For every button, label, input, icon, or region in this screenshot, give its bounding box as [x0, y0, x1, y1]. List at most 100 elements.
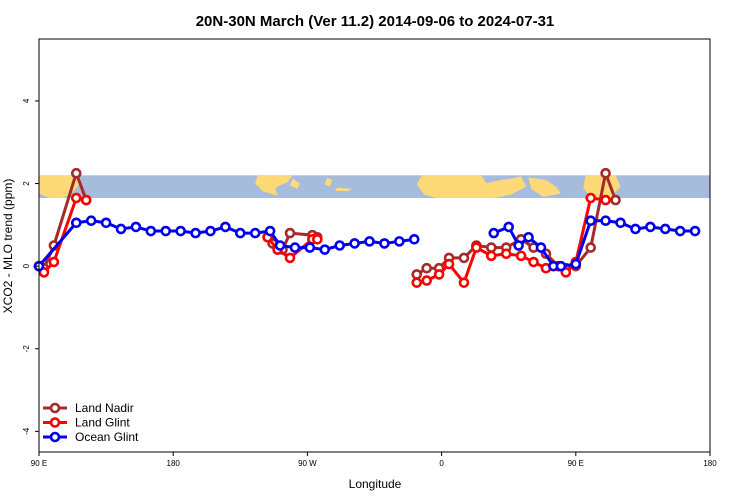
land-glint-point-14	[443, 258, 455, 270]
land-glint-point-15	[458, 277, 470, 288]
legend-marker-land-glint	[49, 417, 61, 428]
ocean-glint-point-15	[264, 225, 276, 237]
ocean-glint-point-35	[600, 215, 611, 227]
ocean-glint-point-8	[160, 225, 172, 237]
x-tick-label-5: 90 E	[568, 459, 584, 468]
y-tick-label-3: 0	[22, 263, 31, 268]
plot-frame	[38, 38, 711, 453]
x-tick-label-4: 0	[439, 459, 444, 468]
land-nadir-point-26	[585, 242, 597, 253]
ocean-glint-point-38	[645, 221, 656, 233]
ocean-glint-point-6	[130, 221, 142, 233]
x-tick-label-6: 180	[703, 459, 717, 468]
legend-marker-ocean-glint	[49, 431, 61, 443]
ocean-glint-point-23	[379, 238, 390, 249]
ocean-glint-point-41	[689, 225, 701, 237]
legend-item-land-nadir: Land Nadir	[43, 401, 134, 415]
ocean-glint-point-34	[585, 215, 597, 227]
land-nadir-point-27	[600, 167, 611, 179]
land-glint-point-11	[411, 277, 423, 288]
ocean-glint-point-28	[513, 240, 524, 251]
y-axis-title: XCO2 - MLO trend (ppm)	[1, 179, 15, 314]
x-tick-label-2: 180	[167, 459, 181, 468]
land-glint-point-26	[600, 194, 611, 206]
land-glint-point-13	[433, 269, 445, 280]
ocean-glint-point-11	[205, 225, 216, 237]
ocean-glint-point-16	[274, 240, 286, 251]
land-glint-point-4	[70, 192, 82, 204]
land-nadir-point-13	[421, 262, 432, 274]
ocean-glint-point-24	[394, 236, 405, 247]
ocean-glint-point-22	[364, 236, 375, 247]
ocean-glint-point-9	[175, 225, 186, 237]
legend-label-land-nadir: Land Nadir	[75, 401, 134, 415]
ocean-glint-point-40	[674, 225, 686, 237]
legend-marker-land-nadir	[49, 402, 61, 414]
land-nadir-point-9	[284, 227, 296, 239]
ocean-glint-point-13	[235, 227, 246, 239]
y-tick-label-2: -2	[22, 345, 31, 353]
ocean-glint-point-26	[488, 227, 500, 239]
series-land-glint	[33, 192, 611, 288]
ocean-glint-point-10	[190, 227, 201, 239]
land-nadir-point-18	[486, 242, 497, 253]
land-nadir-point-4	[70, 167, 82, 179]
ocean-glint-point-3	[85, 215, 97, 227]
ocean-glint-line-2	[493, 219, 696, 268]
map-land-2	[255, 175, 293, 196]
ocean-glint-point-18	[304, 242, 316, 253]
ocean-glint-point-29	[523, 231, 534, 243]
ocean-glint-point-33	[570, 258, 582, 270]
y-tick-label-5: 4	[22, 98, 31, 103]
x-axis-title: Longitude	[349, 477, 402, 491]
series-ocean-glint	[33, 215, 701, 272]
land-glint-point-20	[528, 256, 539, 268]
legend-item-ocean-glint: Ocean Glint	[43, 430, 139, 444]
land-glint-point-16	[471, 242, 482, 253]
land-nadir-point-16	[458, 252, 470, 264]
land-glint-point-19	[515, 250, 527, 262]
ocean-glint-point-12	[220, 221, 231, 233]
land-glint-point-17	[486, 250, 497, 262]
land-glint-point-3	[48, 256, 60, 268]
ocean-glint-point-39	[659, 223, 671, 235]
land-glint-point-8	[284, 252, 296, 264]
land-nadir-point-28	[610, 194, 621, 206]
y-axis: -4 -2 0 2 4	[22, 98, 39, 435]
ocean-glint-point-17	[289, 242, 301, 253]
land-glint-point-25	[585, 192, 597, 204]
land-glint-line-3	[416, 196, 606, 285]
land-glint-point-12	[421, 275, 432, 286]
land-glint-point-10	[312, 234, 323, 245]
land-glint-point-5	[80, 194, 92, 206]
ocean-glint-point-7	[145, 225, 157, 237]
ocean-glint-point-36	[615, 217, 626, 229]
map-land-6	[416, 175, 527, 199]
ocean-glint-point-20	[334, 240, 346, 251]
y-tick-label-4: 2	[22, 181, 31, 186]
ocean-glint-point-2	[70, 217, 82, 229]
ocean-glint-point-37	[630, 223, 641, 235]
y-tick-label-1: -4	[22, 427, 31, 435]
ocean-glint-point-14	[249, 227, 261, 239]
legend-item-land-glint: Land Glint	[43, 416, 130, 430]
ocean-glint-point-30	[535, 242, 547, 253]
x-axis: 90 E 180 90 W 0 90 E 180	[31, 452, 717, 468]
ocean-glint-point-5	[115, 223, 127, 235]
ocean-glint-point-32	[555, 260, 567, 272]
x-tick-label-3: 90 W	[298, 459, 317, 468]
series-layer	[33, 167, 701, 288]
land-glint-point-18	[500, 248, 512, 260]
map-land-7	[528, 177, 561, 197]
ocean-glint-point-4	[100, 217, 112, 229]
ocean-glint-point-25	[408, 234, 420, 245]
map-land-5	[334, 187, 353, 192]
map-land-3	[290, 178, 300, 189]
ocean-glint-point-19	[319, 244, 331, 255]
map-land-4	[324, 177, 333, 187]
land-nadir-point-12	[411, 269, 423, 280]
legend-label-ocean-glint: Ocean Glint	[75, 430, 139, 444]
ocean-glint-point-21	[349, 238, 360, 249]
